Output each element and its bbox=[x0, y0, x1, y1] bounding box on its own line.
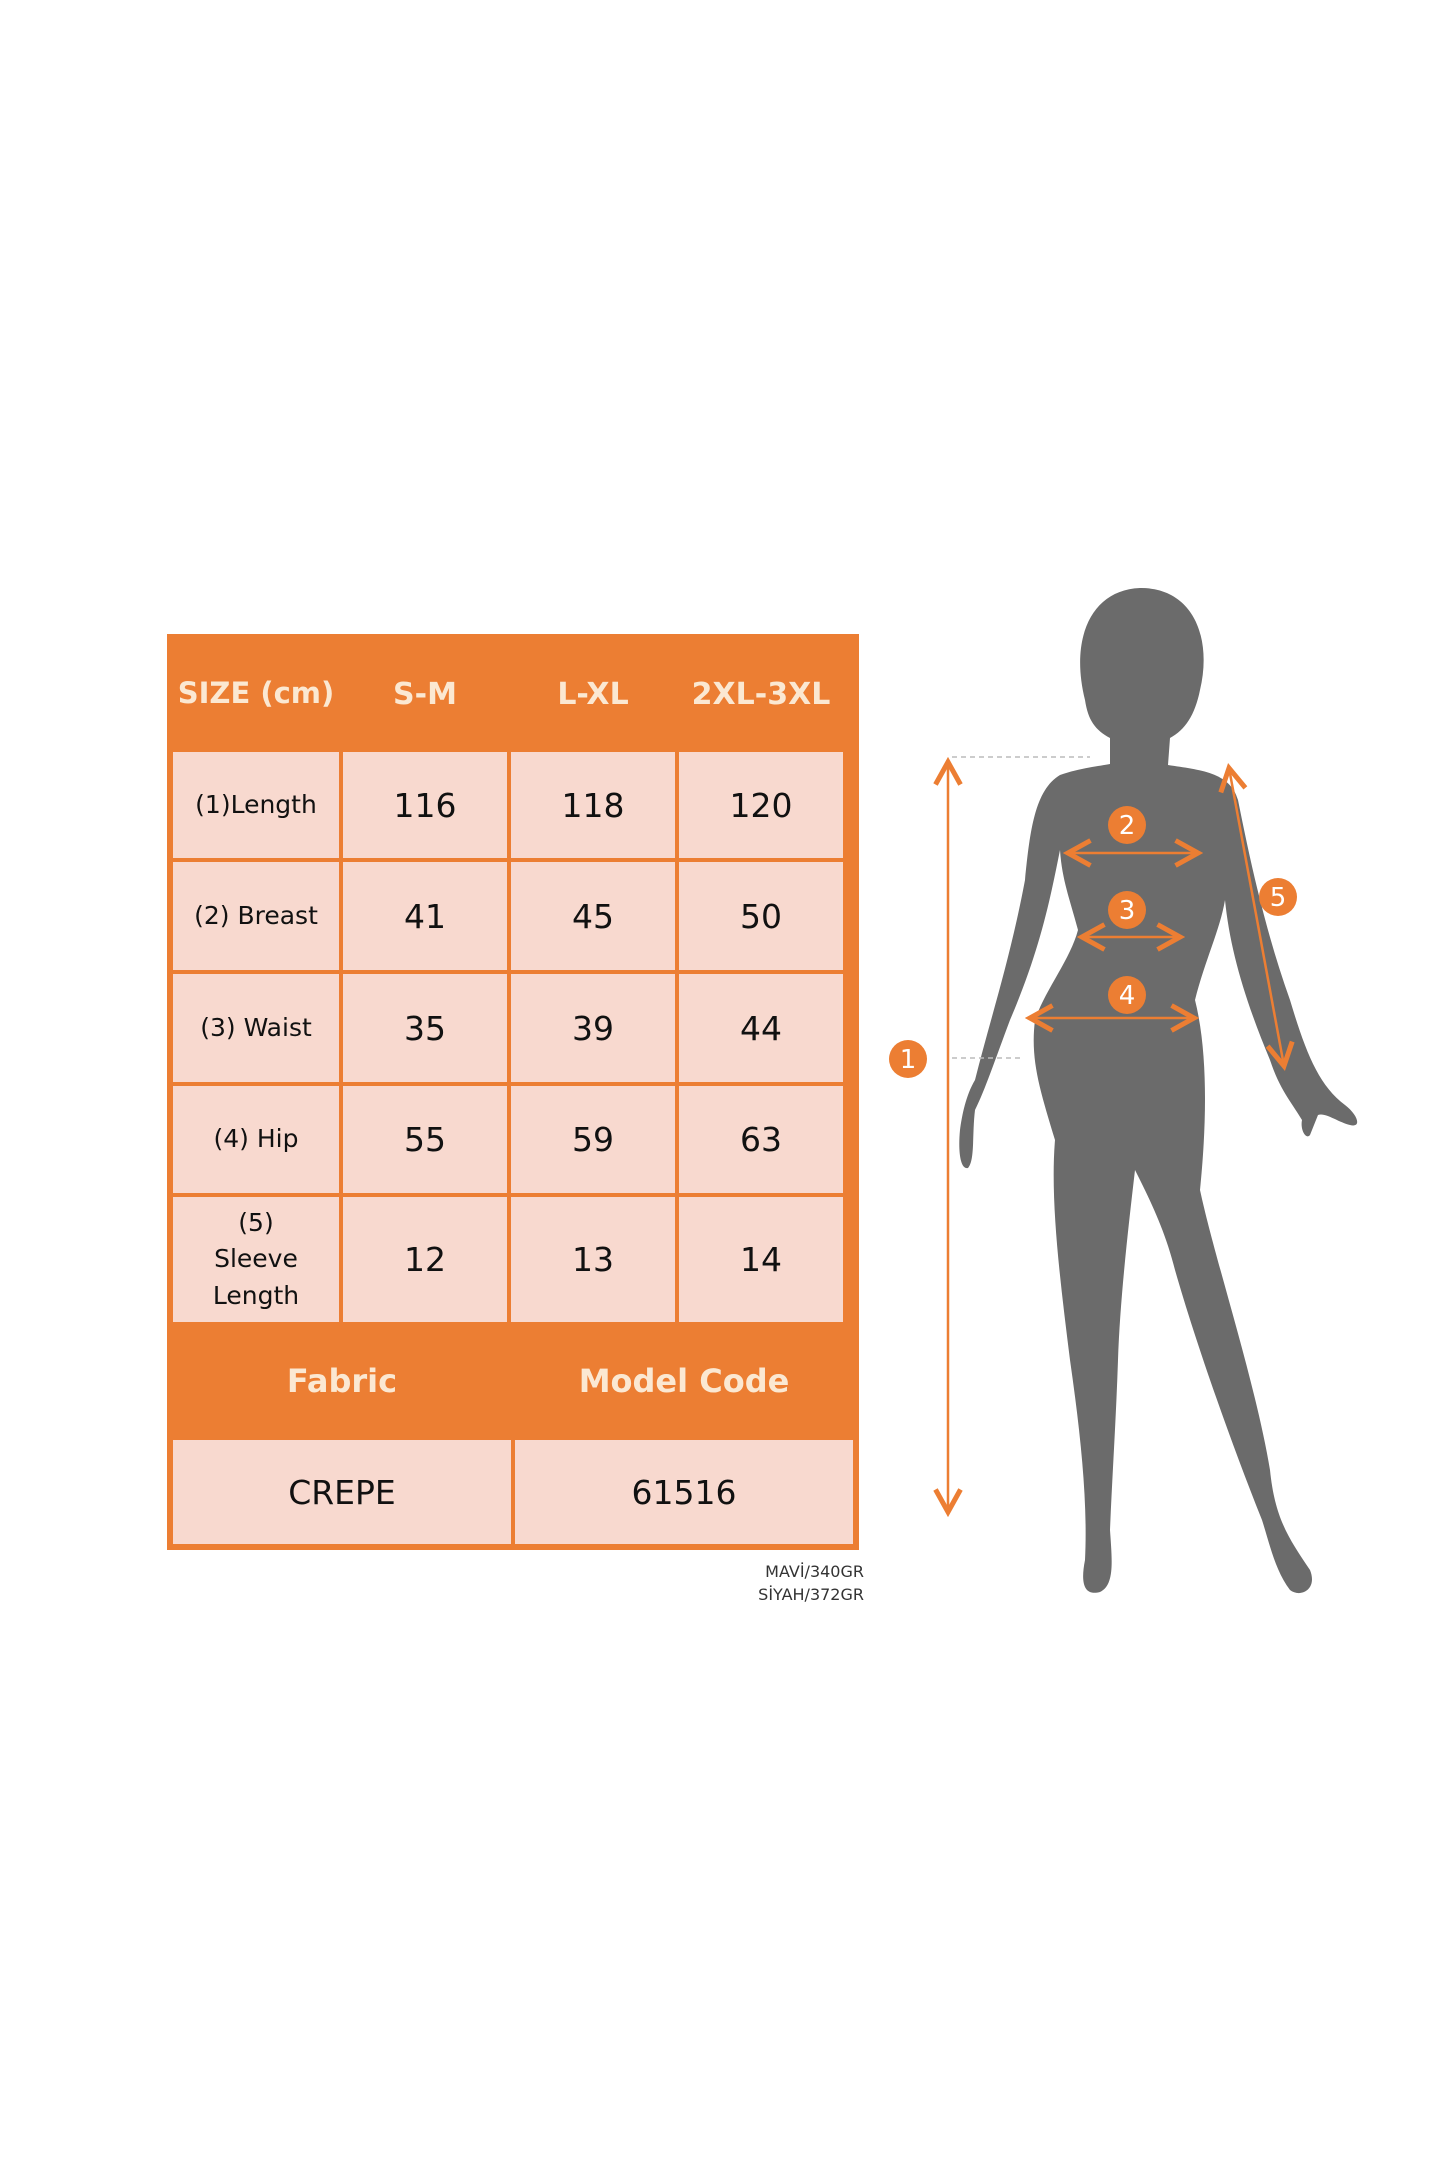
cell-value: 50 bbox=[679, 862, 843, 970]
marker-1: 1 bbox=[889, 1040, 927, 1078]
header-model-code: Model Code bbox=[578, 1362, 790, 1400]
row-label: (1)Length bbox=[173, 752, 339, 858]
table-row: (2) Breast 41 45 50 bbox=[171, 860, 855, 972]
marker-3: 3 bbox=[1108, 891, 1146, 929]
row-label: (5) Sleeve Length bbox=[173, 1197, 339, 1322]
marker-5: 5 bbox=[1259, 878, 1297, 916]
woman-silhouette bbox=[959, 588, 1358, 1594]
row-label: (3) Waist bbox=[173, 974, 339, 1082]
table-row: (1)Length 116 118 120 bbox=[171, 750, 855, 860]
weight-siyah: SİYAH/372GR bbox=[758, 1585, 864, 1604]
cell-value: 35 bbox=[343, 974, 507, 1082]
fabric-header-row: Fabric Model Code bbox=[171, 1324, 855, 1438]
cell-value: 41 bbox=[343, 862, 507, 970]
header-2xl-3xl: 2XL-3XL bbox=[691, 676, 831, 712]
marker-2: 2 bbox=[1108, 806, 1146, 844]
cell-value: 14 bbox=[679, 1197, 843, 1322]
arrow-sleeve bbox=[1229, 768, 1284, 1066]
cell-value: 59 bbox=[511, 1086, 675, 1193]
table-row: (5) Sleeve Length 12 13 14 bbox=[171, 1195, 855, 1324]
svg-text:2: 2 bbox=[1119, 811, 1136, 841]
guide-lines bbox=[952, 756, 1090, 1059]
cell-value: 118 bbox=[511, 752, 675, 858]
header-l-xl: L-XL bbox=[557, 676, 629, 712]
table-header-row: SIZE (cm) S-M L-XL 2XL-3XL bbox=[171, 638, 855, 750]
color-weights: MAVİ/340GR SİYAH/372GR bbox=[700, 1560, 864, 1606]
size-chart-table: SIZE (cm) S-M L-XL 2XL-3XL (1)Length 116… bbox=[167, 634, 859, 1550]
cell-value: 55 bbox=[343, 1086, 507, 1193]
cell-value: 116 bbox=[343, 752, 507, 858]
header-s-m: S-M bbox=[393, 676, 457, 712]
cell-value: 39 bbox=[511, 974, 675, 1082]
row-label: (2) Breast bbox=[173, 862, 339, 970]
table-row: (4) Hip 55 59 63 bbox=[171, 1084, 855, 1195]
svg-text:5: 5 bbox=[1270, 883, 1287, 913]
model-code-value: 61516 bbox=[515, 1440, 853, 1544]
marker-4: 4 bbox=[1108, 976, 1146, 1014]
table-row: (3) Waist 35 39 44 bbox=[171, 972, 855, 1084]
row-label: (4) Hip bbox=[173, 1086, 339, 1193]
cell-value: 44 bbox=[679, 974, 843, 1082]
fabric-value: CREPE bbox=[173, 1440, 511, 1544]
svg-text:4: 4 bbox=[1119, 981, 1136, 1011]
weight-mavi: MAVİ/340GR bbox=[765, 1562, 864, 1581]
header-size: SIZE (cm) bbox=[177, 676, 335, 711]
cell-value: 45 bbox=[511, 862, 675, 970]
svg-text:1: 1 bbox=[900, 1045, 917, 1075]
header-fabric: Fabric bbox=[286, 1362, 398, 1400]
cell-value: 63 bbox=[679, 1086, 843, 1193]
cell-value: 13 bbox=[511, 1197, 675, 1322]
fabric-value-row: CREPE 61516 bbox=[171, 1438, 855, 1546]
svg-text:3: 3 bbox=[1119, 896, 1136, 926]
cell-value: 120 bbox=[679, 752, 843, 858]
cell-value: 12 bbox=[343, 1197, 507, 1322]
